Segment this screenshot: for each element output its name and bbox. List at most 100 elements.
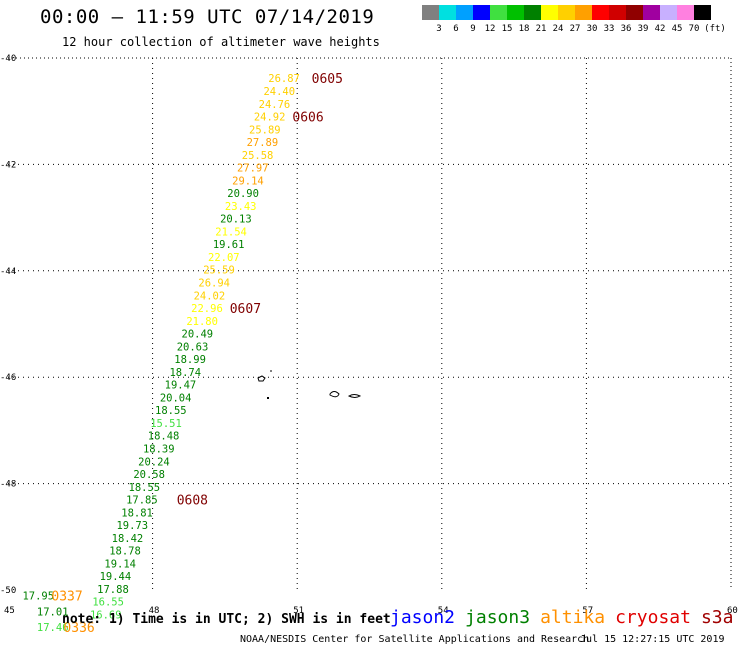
wave-height-value: 25.58 xyxy=(242,150,274,162)
scale-swatch xyxy=(490,5,507,20)
wave-height-value: 19.47 xyxy=(165,380,197,392)
scale-swatch xyxy=(677,5,694,20)
wave-height-value: 17.01 xyxy=(37,606,69,618)
scale-label: 9 xyxy=(470,24,476,34)
satellite-legend: jason2 jason3 altika cryosat s3a xyxy=(390,607,740,628)
wave-height-value: 20.13 xyxy=(220,214,252,226)
pass-time-label: 0606 xyxy=(292,111,323,126)
scale-swatch xyxy=(660,5,677,20)
wave-height-value: 15.51 xyxy=(150,418,182,430)
lat-label: -40 xyxy=(0,54,16,64)
wave-height-value: 17.88 xyxy=(97,584,129,596)
wave-height-value: 20.90 xyxy=(227,188,259,200)
scale-swatch xyxy=(609,5,626,20)
wave-height-value: 24.76 xyxy=(259,99,291,111)
axis-labels: 45 48 51 54 57 60 -40 -42 -44 -46 -48 -50 xyxy=(0,54,738,616)
scale-label: 45 xyxy=(671,24,683,34)
wave-height-value: 18.42 xyxy=(112,533,144,545)
scale-swatch xyxy=(507,5,524,20)
scale-swatch xyxy=(592,5,609,20)
wave-height-value: 19.14 xyxy=(104,558,136,570)
wave-height-value: 27.97 xyxy=(237,163,269,175)
map-title: 00:00 — 11:59 UTC 07/14/2019 xyxy=(40,6,375,28)
scale-unit: (ft) xyxy=(704,24,726,34)
scale-swatch xyxy=(473,5,490,20)
note-text: note: 1) Time is in UTC; 2) SWH is in fe… xyxy=(62,612,391,627)
scale-swatch xyxy=(575,5,592,20)
altimeter-track: 26.8724.4024.7624.9225.8927.8925.5827.97… xyxy=(22,73,299,634)
wave-height-value: 19.73 xyxy=(116,520,148,532)
wave-height-value: 20.58 xyxy=(133,469,165,481)
wave-height-value: 25.89 xyxy=(249,124,281,136)
scale-label: 39 xyxy=(637,24,649,34)
scale-swatch xyxy=(456,5,473,20)
wave-height-value: 22.96 xyxy=(191,303,223,315)
wave-height-value: 26.94 xyxy=(198,278,230,290)
scale-swatch xyxy=(558,5,575,20)
wave-height-value: 18.78 xyxy=(109,546,141,558)
scale-label: 24 xyxy=(552,24,564,34)
wave-height-value: 29.14 xyxy=(232,175,264,187)
lat-label: -46 xyxy=(0,373,16,383)
wave-height-value: 24.92 xyxy=(254,112,286,124)
lon-label: 60 xyxy=(727,606,738,616)
satellite-jason2: jason2 xyxy=(390,607,456,628)
island xyxy=(329,391,340,398)
wave-height-value: 17.95 xyxy=(22,590,54,602)
wave-height-value: 26.87 xyxy=(268,73,300,85)
pass-time-labels: 0605 0606 0607 0608 0337 0336 xyxy=(51,72,343,636)
wave-height-value: 20.04 xyxy=(160,392,192,404)
wave-height-value: 19.61 xyxy=(213,239,245,251)
wave-height-value: 20.49 xyxy=(182,329,214,341)
wave-height-value: 23.43 xyxy=(225,201,257,213)
wave-height-value: 17.85 xyxy=(126,495,158,507)
wave-height-value: 24.40 xyxy=(263,86,295,98)
island xyxy=(267,397,269,399)
scale-swatch xyxy=(439,5,456,20)
satellite-s3a: s3a xyxy=(700,607,734,628)
map-grid xyxy=(8,57,732,590)
scale-label: 12 xyxy=(484,24,496,34)
wave-height-value: 16.55 xyxy=(92,597,124,609)
scale-swatch xyxy=(541,5,558,20)
wave-height-value: 18.39 xyxy=(143,443,175,455)
wave-height-value: 21.54 xyxy=(215,226,247,238)
lon-label: 45 xyxy=(4,606,15,616)
island xyxy=(347,394,362,398)
pass-time-label: 0608 xyxy=(177,494,208,509)
pass-time-label: 0336 xyxy=(63,621,94,636)
lon-label: 54 xyxy=(438,606,449,616)
scale-swatch xyxy=(422,5,439,20)
scale-label: 36 xyxy=(620,24,632,34)
lon-label: 51 xyxy=(293,606,304,616)
scale-label: 42 xyxy=(654,24,666,34)
wave-height-value: 19.44 xyxy=(100,571,132,583)
scale-label: 15 xyxy=(501,24,513,34)
wave-height-value: 20.24 xyxy=(138,456,170,468)
satellite-jason3: jason3 xyxy=(465,607,531,628)
satellite-cryosat: cryosat xyxy=(615,607,691,628)
pass-time-label: 0607 xyxy=(230,302,261,317)
lon-label: 57 xyxy=(582,606,593,616)
satellite-altika: altika xyxy=(540,607,606,628)
scale-label: 27 xyxy=(569,24,581,34)
wave-height-value: 18.81 xyxy=(121,507,153,519)
scale-label: 21 xyxy=(535,24,547,34)
scale-label: 3 xyxy=(436,24,442,34)
wave-height-value: 17.46 xyxy=(37,622,69,634)
scale-label: 18 xyxy=(518,24,530,34)
scale-swatch xyxy=(524,5,541,20)
lat-label: -48 xyxy=(0,480,16,490)
island xyxy=(257,375,266,382)
wave-height-value: 22.07 xyxy=(208,252,240,264)
wave-height-value: 18.48 xyxy=(148,431,180,443)
lat-label: -42 xyxy=(0,160,16,170)
lat-label: -44 xyxy=(0,267,16,277)
pass-time-label: 0605 xyxy=(312,72,343,87)
wave-height-value: 18.55 xyxy=(129,482,161,494)
wave-height-value: 18.99 xyxy=(174,354,206,366)
scale-label: 6 xyxy=(453,24,459,34)
wave-height-value: 18.74 xyxy=(169,367,201,379)
wave-height-value: 25.59 xyxy=(203,265,235,277)
